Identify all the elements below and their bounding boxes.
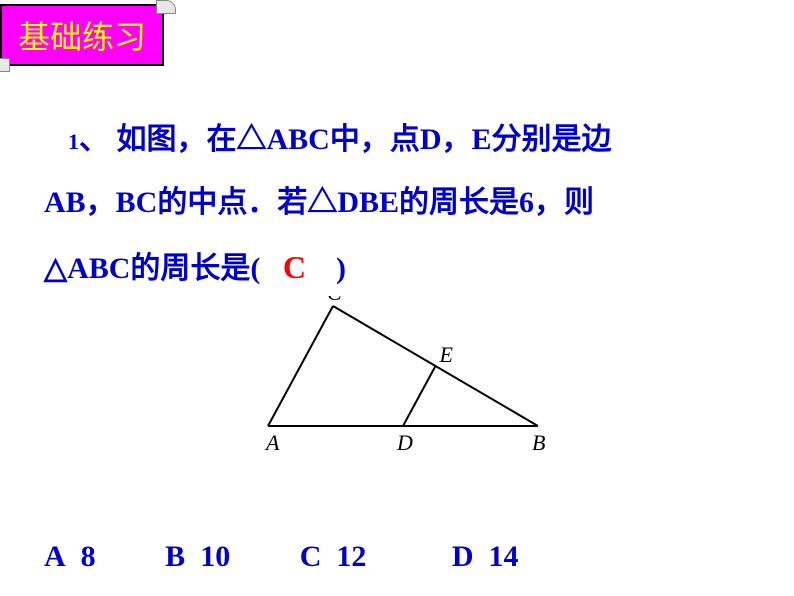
option-d: D 14 [452, 540, 519, 574]
diagram-label-b: B [532, 430, 545, 455]
triangle-diagram: A B C D E [258, 296, 558, 466]
diagram-label-d: D [396, 430, 413, 455]
option-b: B 10 [165, 540, 230, 574]
question-number-sep: 、 [79, 123, 109, 156]
question-body: 1、 如图，在△ABC中，点D，E分别是边 AB，BC的中点．若△DBE的周长是… [44, 108, 750, 301]
banner-label: 基础练习 [18, 19, 146, 55]
option-c: C 12 [300, 540, 367, 574]
question-answer: C [283, 249, 306, 285]
answer-options: A 8 B 10 C 12 D 14 [44, 540, 750, 574]
option-a: A 8 [44, 540, 96, 574]
diagram-label-c: C [327, 296, 342, 305]
diagram-label-e: E [439, 342, 454, 367]
banner-main: 基础练习 [0, 4, 164, 66]
diagram-label-a: A [264, 430, 280, 455]
scroll-decoration-bottom [0, 58, 10, 72]
question-number: 1 [68, 129, 79, 154]
question-line-2: AB，BC的中点．若△DBE的周长是6，则 [44, 186, 594, 219]
banner: 基础练习 [0, 4, 164, 66]
scroll-decoration-top [156, 0, 176, 14]
diagram-edge [268, 306, 333, 426]
question-line-3-pre: △ABC的周长是( [44, 252, 260, 285]
question-line-1: 如图，在△ABC中，点D，E分别是边 [117, 123, 612, 156]
question-line-3-post: ) [336, 252, 346, 285]
diagram-edge [403, 366, 436, 426]
